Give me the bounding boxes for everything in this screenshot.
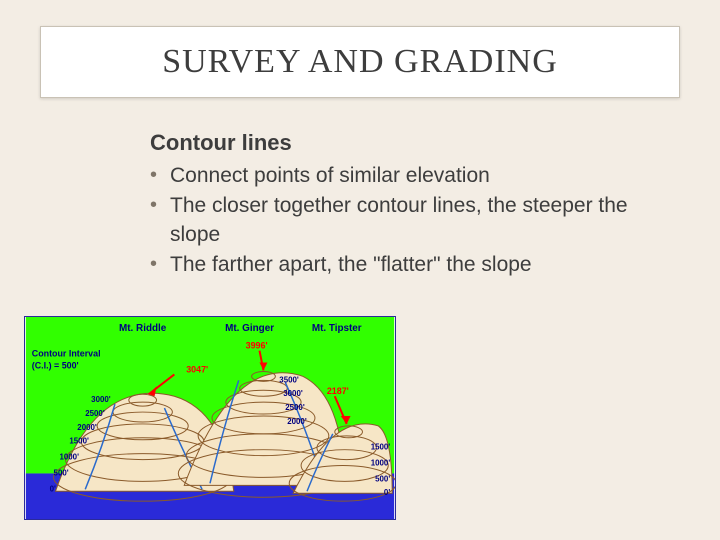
svg-text:2500': 2500'	[85, 409, 105, 418]
contour-diagram: Mt. Riddle Mt. Ginger Mt. Tipster 3047' …	[24, 316, 396, 520]
mtn-label-tipster: Mt. Tipster	[312, 323, 362, 334]
svg-text:1500': 1500'	[371, 443, 391, 452]
list-item: Connect points of similar elevation	[150, 162, 660, 190]
list-item: The farther apart, the "flatter" the slo…	[150, 251, 660, 279]
bullet-list: Connect points of similar elevation The …	[150, 162, 660, 279]
svg-text:2000': 2000'	[77, 423, 97, 432]
svg-text:1500': 1500'	[69, 437, 89, 446]
svg-text:500': 500'	[54, 468, 69, 477]
content-block: Contour lines Connect points of similar …	[150, 130, 660, 281]
svg-text:3500': 3500'	[279, 375, 299, 384]
list-item: The closer together contour lines, the s…	[150, 192, 660, 249]
svg-text:0': 0'	[50, 484, 56, 493]
svg-text:3996': 3996'	[246, 341, 268, 351]
svg-text:3000': 3000'	[91, 395, 111, 404]
svg-text:500': 500'	[375, 474, 390, 483]
svg-text:0': 0'	[384, 488, 390, 497]
svg-text:2187': 2187'	[327, 386, 349, 396]
svg-text:3047': 3047'	[186, 364, 208, 374]
svg-text:3000': 3000'	[283, 389, 303, 398]
subtitle: Contour lines	[150, 130, 660, 156]
svg-text:1000': 1000'	[59, 453, 79, 462]
svg-text:2500': 2500'	[285, 403, 305, 412]
svg-text:2000': 2000'	[287, 417, 307, 426]
ci-label-line2: (C.I.) = 500'	[32, 360, 79, 370]
ci-label-line1: Contour Interval	[32, 349, 101, 359]
mtn-label-ginger: Mt. Ginger	[225, 323, 274, 334]
title-box: SURVEY AND GRADING	[40, 26, 680, 98]
page-title: SURVEY AND GRADING	[162, 43, 558, 81]
mtn-label-riddle: Mt. Riddle	[119, 323, 167, 334]
svg-text:1000': 1000'	[371, 459, 391, 468]
